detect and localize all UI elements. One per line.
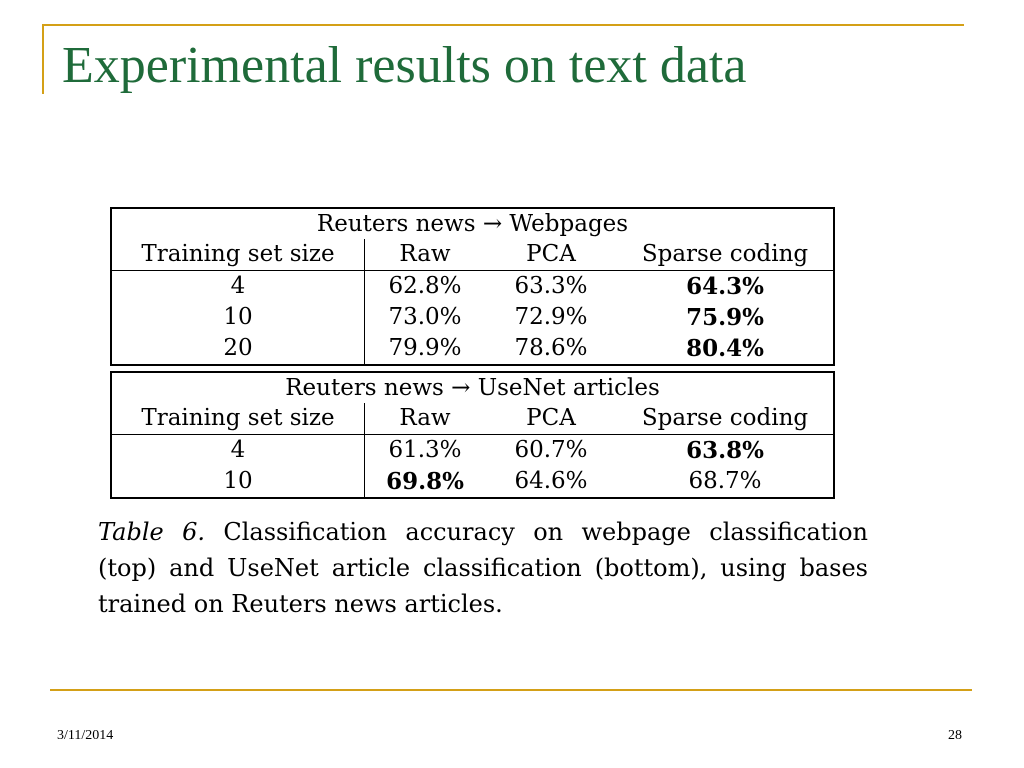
footer-date: 3/11/2014 [57,728,114,743]
cell-size: 4 [111,270,365,302]
cell-size: 20 [111,333,365,365]
header-training-set-size: Training set size [111,239,365,271]
table-title-row: Reuters news → UseNet articles [111,372,834,403]
cell-sparse: 63.8% [686,437,764,464]
header-training-set-size: Training set size [111,403,365,435]
cell-raw: 79.9% [388,335,462,361]
cell-raw: 69.8% [386,468,464,495]
table-title: Reuters news → Webpages [316,211,629,237]
header-raw: Raw [364,239,485,271]
header-sparse-coding: Sparse coding [617,403,834,435]
table-row: 20 79.9% 78.6% 80.4% [111,333,834,365]
table-row: 10 69.8% 64.6% 68.7% [111,466,834,498]
table-caption: Table 6. Classification accuracy on webp… [98,514,868,622]
header-raw: Raw [364,403,485,435]
table-title-row: Reuters news → Webpages [111,208,834,239]
page-number: 28 [948,728,962,743]
cell-pca: 64.6% [514,468,588,494]
table-header-row: Training set size Raw PCA Sparse coding [111,239,834,271]
cell-sparse: 68.7% [688,468,762,494]
cell-sparse: 80.4% [686,335,764,362]
table-row: 10 73.0% 72.9% 75.9% [111,302,834,333]
cell-pca: 60.7% [514,437,588,463]
table-row: 4 61.3% 60.7% 63.8% [111,434,834,466]
table-title: Reuters news → UseNet articles [285,375,660,401]
table-usenet: Reuters news → UseNet articles Training … [110,371,835,499]
cell-size: 10 [111,302,365,333]
table-row: 4 62.8% 63.3% 64.3% [111,270,834,302]
results-tables: Reuters news → Webpages Training set siz… [110,207,835,499]
cell-pca: 78.6% [514,335,588,361]
table-webpages: Reuters news → Webpages Training set siz… [110,207,835,366]
bottom-rule [50,689,972,691]
header-sparse-coding: Sparse coding [617,239,834,271]
cell-size: 4 [111,434,365,466]
caption-text: Classification accuracy on webpage class… [98,518,868,618]
cell-raw: 73.0% [388,304,462,330]
cell-size: 10 [111,466,365,498]
cell-pca: 72.9% [514,304,588,330]
left-rule [42,24,44,94]
cell-pca: 63.3% [514,273,588,299]
slide-title: Experimental results on text data [62,37,747,94]
top-rule [42,24,964,26]
header-pca: PCA [485,239,617,271]
caption-label: Table 6. [98,518,205,546]
cell-sparse: 64.3% [686,273,764,300]
cell-raw: 62.8% [388,273,462,299]
cell-raw: 61.3% [388,437,462,463]
table-header-row: Training set size Raw PCA Sparse coding [111,403,834,435]
header-pca: PCA [485,403,617,435]
cell-sparse: 75.9% [686,304,764,331]
